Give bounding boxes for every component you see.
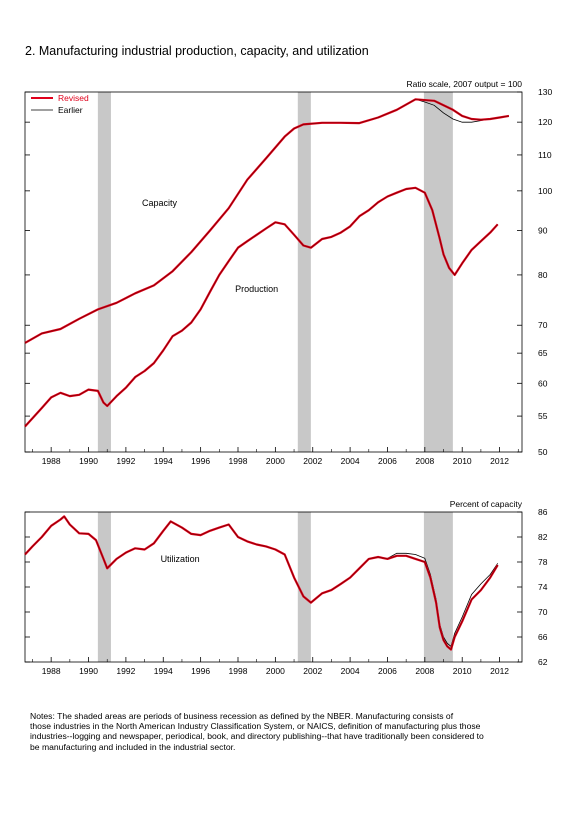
- y-tick-label: 60: [538, 378, 548, 388]
- y-tick-label: 74: [538, 582, 548, 592]
- legend-label: Earlier: [58, 105, 83, 115]
- y-tick-label: 50: [538, 447, 548, 457]
- x-tick-label: 2006: [378, 456, 397, 466]
- series-line-revised-core: [24, 98, 509, 344]
- y-tick-label: 78: [538, 557, 548, 567]
- x-tick-label: 2002: [303, 666, 322, 676]
- series-annotation: Utilization: [161, 554, 200, 564]
- x-tick-label: 2002: [303, 456, 322, 466]
- x-tick-label: 1996: [191, 666, 210, 676]
- recession-shade: [297, 512, 311, 662]
- x-tick-label: 1988: [42, 456, 61, 466]
- y-tick-label: 65: [538, 348, 548, 358]
- series-annotation: Production: [235, 284, 278, 294]
- plot-frame: [24, 91, 523, 453]
- y-tick-label: 70: [538, 607, 548, 617]
- x-tick-label: 1998: [229, 456, 248, 466]
- y-tick-label: 82: [538, 532, 548, 542]
- recession-shade: [423, 512, 453, 662]
- figure-title: 2. Manufacturing industrial production, …: [25, 44, 369, 58]
- notes-line: be manufacturing and included in the ind…: [30, 741, 236, 752]
- x-tick-label: 2004: [341, 456, 360, 466]
- y-tick-label: 120: [538, 117, 552, 127]
- x-tick-label: 1988: [42, 666, 61, 676]
- x-tick-label: 2000: [266, 456, 285, 466]
- x-tick-label: 2012: [490, 456, 509, 466]
- recession-shade: [97, 512, 111, 662]
- recession-shade: [297, 92, 311, 452]
- legend-label: Revised: [58, 93, 89, 103]
- x-tick-label: 1990: [79, 666, 98, 676]
- recession-shade: [97, 92, 111, 452]
- y-tick-label: 86: [538, 507, 548, 517]
- y-tick-label: 55: [538, 411, 548, 421]
- x-tick-label: 1994: [154, 666, 173, 676]
- y-tick-label: 80: [538, 270, 548, 280]
- x-tick-label: 2006: [378, 666, 397, 676]
- recession-shade: [423, 92, 453, 452]
- x-tick-label: 2004: [341, 666, 360, 676]
- figure-notes: Notes: The shaded areas are periods of b…: [30, 711, 560, 752]
- y-tick-label: 90: [538, 226, 548, 236]
- y-tick-label: 62: [538, 657, 548, 667]
- x-tick-label: 2010: [453, 666, 472, 676]
- x-tick-label: 2008: [415, 666, 434, 676]
- x-tick-label: 1998: [229, 666, 248, 676]
- series-annotation: Capacity: [142, 198, 178, 208]
- series-line-revised-core: [24, 516, 499, 650]
- y-tick-label: 110: [538, 150, 552, 160]
- x-tick-label: 1996: [191, 456, 210, 466]
- x-tick-label: 1994: [154, 456, 173, 466]
- notes-line: those industries in the North American I…: [30, 721, 481, 732]
- x-tick-label: 1990: [79, 456, 98, 466]
- x-tick-label: 2012: [490, 666, 509, 676]
- x-tick-label: 2000: [266, 666, 285, 676]
- y-tick-label: 130: [538, 87, 552, 97]
- axis-note: Percent of capacity: [450, 499, 523, 509]
- series-line-revised-core: [24, 187, 498, 427]
- x-tick-label: 2010: [453, 456, 472, 466]
- x-tick-label: 1992: [116, 666, 135, 676]
- y-tick-label: 66: [538, 632, 548, 642]
- y-tick-label: 70: [538, 320, 548, 330]
- axis-note: Ratio scale, 2007 output = 100: [406, 79, 522, 89]
- chart-canvas: 1988 1990 1992 1994 1996 1998 2000 2002 2004 2006…: [24, 79, 552, 676]
- notes-line: Notes: The shaded areas are periods of b…: [30, 711, 454, 721]
- y-tick-label: 100: [538, 186, 552, 196]
- x-tick-label: 2008: [415, 456, 434, 466]
- x-tick-label: 1992: [116, 456, 135, 466]
- notes-line: industries--logging and newspaper, perio…: [30, 731, 484, 742]
